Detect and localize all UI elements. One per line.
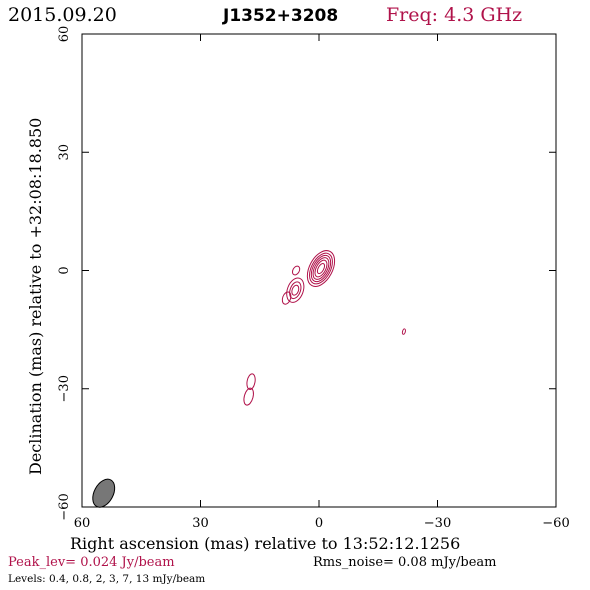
peak-level: Peak_lev= 0.024 Jy/beam <box>8 555 175 570</box>
y-tick-label: −60 <box>57 493 72 520</box>
plot-frame <box>81 33 557 508</box>
contour-line <box>243 387 254 406</box>
contour-line <box>309 252 333 285</box>
contours <box>243 250 406 406</box>
contour-line <box>286 277 305 303</box>
contour-line <box>291 284 300 296</box>
x-axis-label: Right ascension (mas) relative to 13:52:… <box>70 534 460 553</box>
y-tick-label: 30 <box>57 144 72 161</box>
contour-levels: Levels: 0.4, 0.8, 2, 3, 7, 13 mJy/beam <box>8 573 205 585</box>
contour-line <box>246 373 256 390</box>
contour-line <box>281 291 292 305</box>
frequency-label: Freq: 4.3 GHz <box>386 4 522 26</box>
beam-shape <box>92 478 116 508</box>
contour-line <box>291 265 301 276</box>
rms-noise: Rms_noise= 0.08 mJy/beam <box>313 555 496 570</box>
x-tick-label: −60 <box>542 516 569 531</box>
y-tick-label: 0 <box>57 266 72 274</box>
x-tick-label: −30 <box>424 516 451 531</box>
x-ticks: 60 30 0 −30 −60 <box>74 34 570 531</box>
y-tick-label: −30 <box>57 375 72 402</box>
y-tick-label: 60 <box>57 26 72 43</box>
contour-line <box>316 262 326 275</box>
x-tick-label: 0 <box>315 516 323 531</box>
contour-line <box>306 250 336 287</box>
x-tick-label: 60 <box>74 516 91 531</box>
beam-ellipse <box>92 478 116 508</box>
contour-line <box>289 281 302 300</box>
source-name: J1352+3208 <box>222 6 338 26</box>
x-tick-label: 30 <box>192 516 209 531</box>
contour-line <box>401 328 406 335</box>
contour-line <box>314 259 328 278</box>
y-axis-label: Declination (mas) relative to +32:08:18.… <box>26 118 45 475</box>
observation-date: 2015.09.20 <box>8 4 117 26</box>
y-ticks: 60 30 0 −30 −60 <box>57 26 556 521</box>
contour-line <box>312 257 330 280</box>
contour-line <box>310 254 332 283</box>
